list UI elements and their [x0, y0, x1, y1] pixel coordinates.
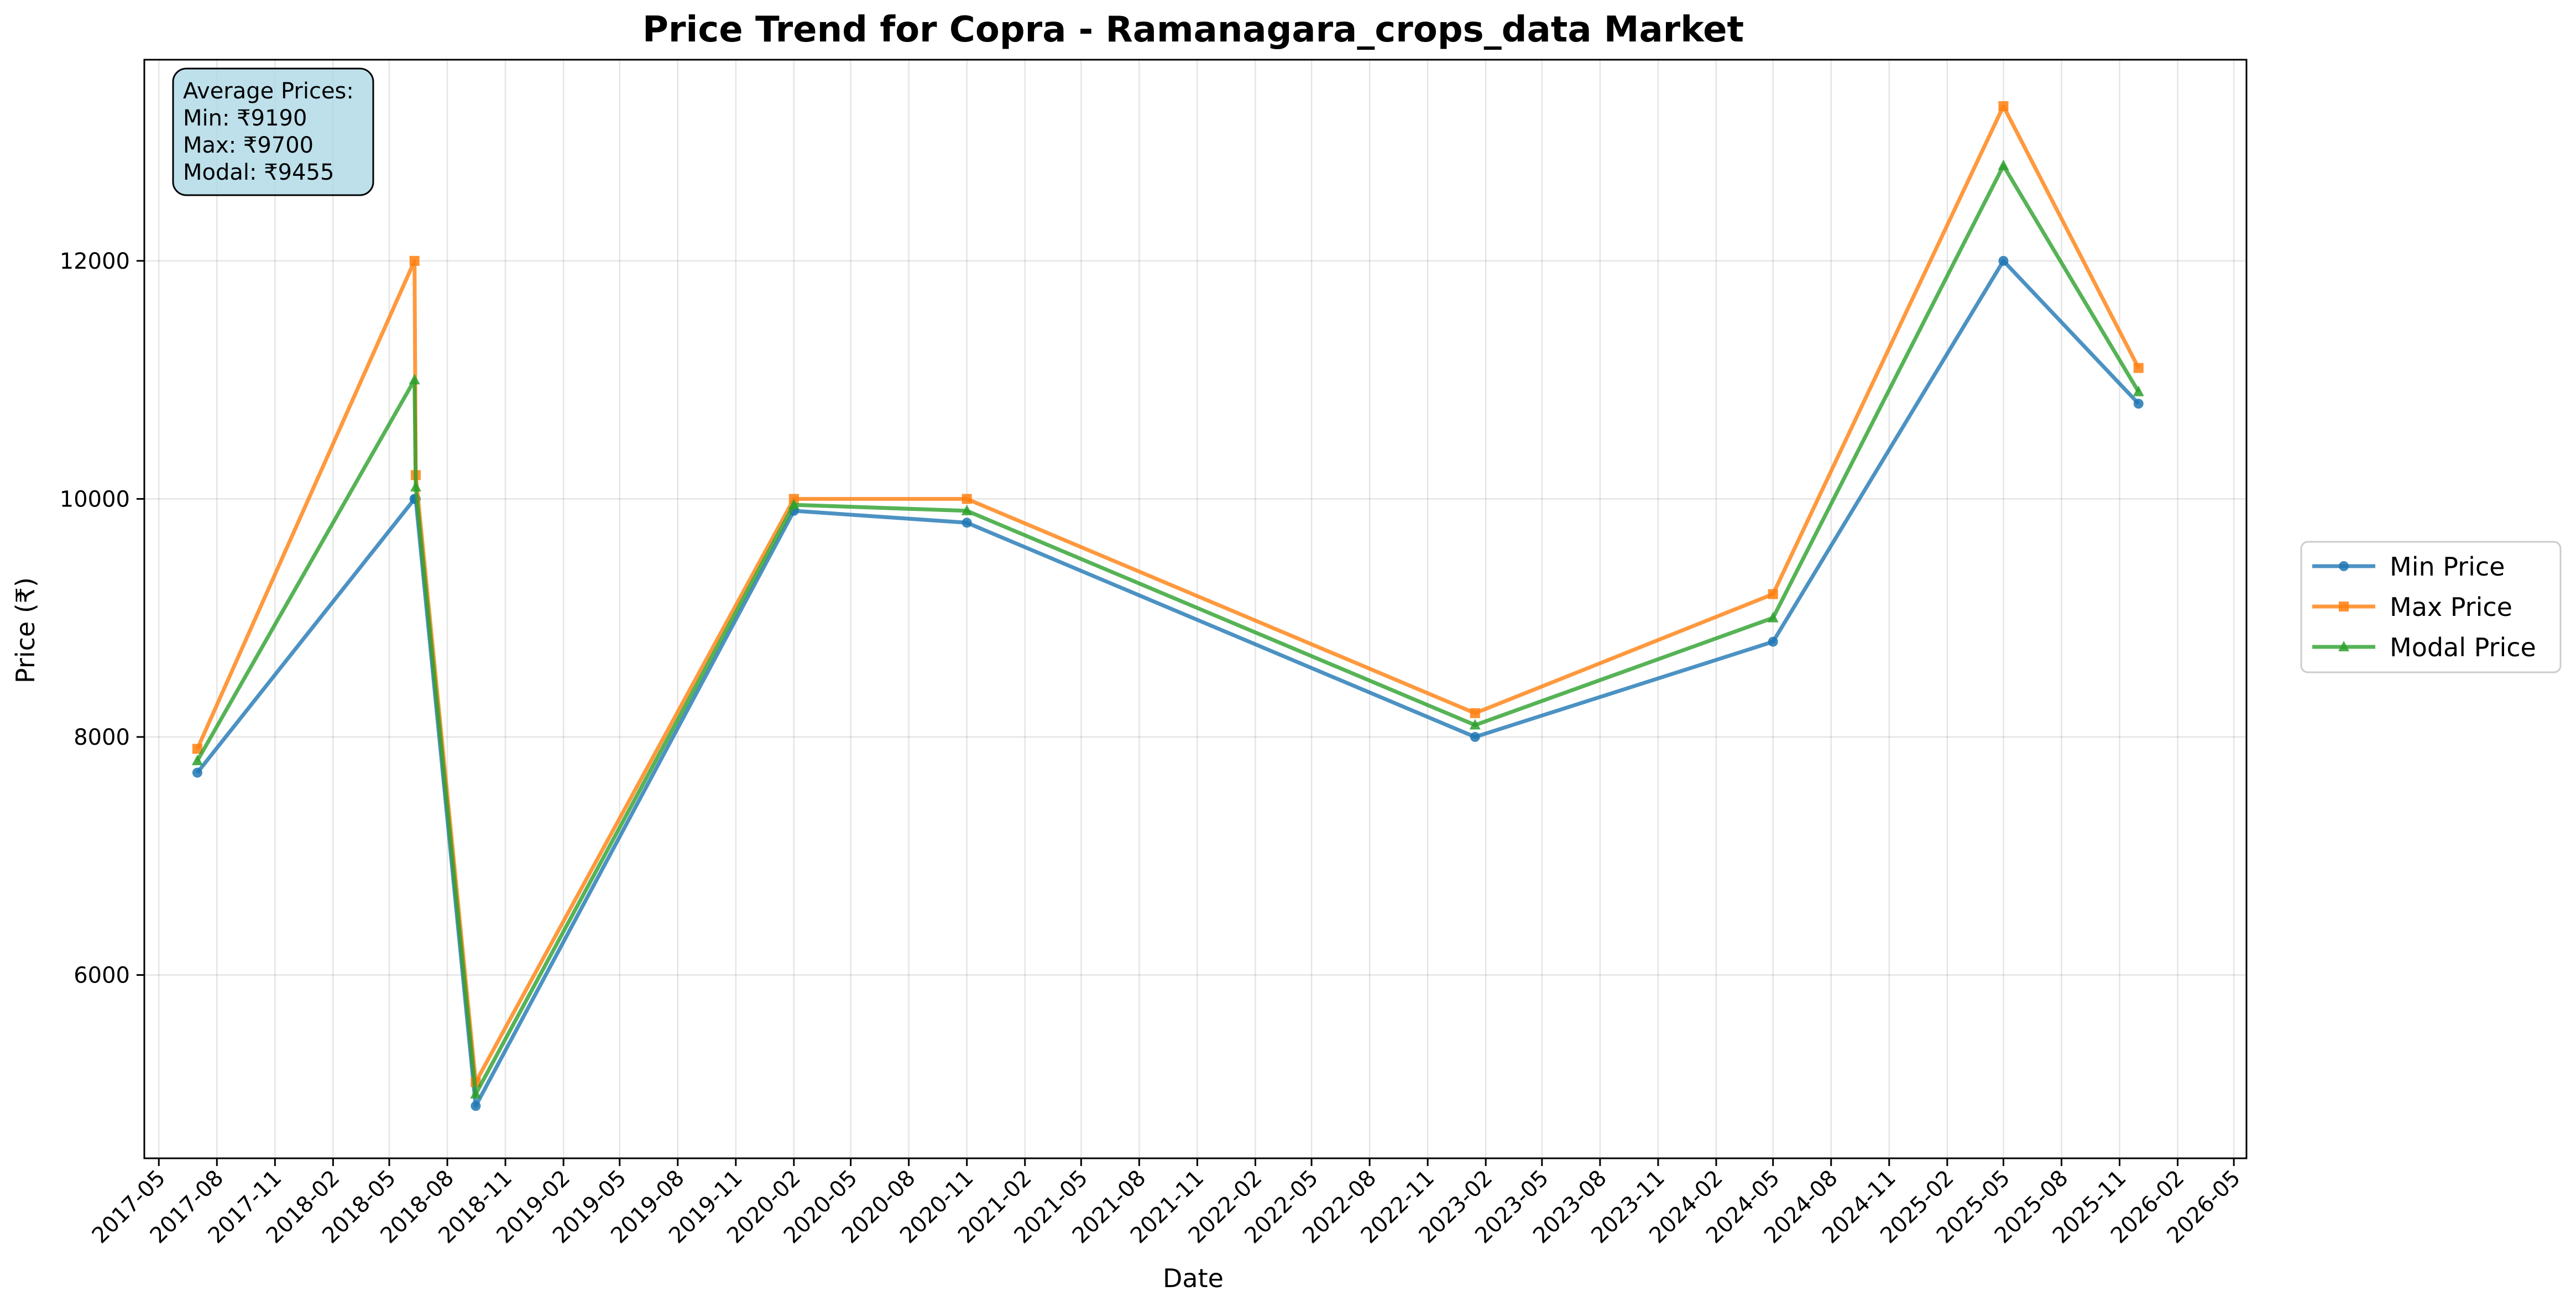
min-price-legend-label: Min Price — [2390, 552, 2505, 582]
min-price-point — [1768, 636, 1778, 647]
max-price-point — [192, 744, 202, 754]
x-axis-label: Date — [1163, 1263, 1224, 1293]
plot-area — [143, 59, 2248, 1159]
grid — [144, 60, 2246, 1158]
average-prices-box: Average Prices: Min: ₹9190 Max: ₹9700 Mo… — [172, 67, 374, 196]
average-min-price: Min: ₹9190 — [183, 106, 307, 131]
modal-price-point — [470, 1088, 482, 1099]
chart-title: Price Trend for Copra - Ramanagara_crops… — [642, 9, 1744, 50]
modal-price-point — [410, 480, 421, 492]
max-price-legend-label: Max Price — [2390, 592, 2512, 622]
max-price-point — [1768, 589, 1778, 599]
legend-frame — [2300, 541, 2562, 673]
max-price-point — [2133, 363, 2144, 373]
modal-price-series — [191, 159, 2144, 1099]
modal-price-point — [1767, 611, 1779, 623]
min-price-point — [2133, 399, 2144, 409]
max-price-point — [1470, 708, 1480, 718]
min-price-point — [962, 518, 972, 528]
max-price-line — [195, 104, 2140, 1084]
y-axis-label: Price (₹) — [11, 577, 40, 683]
y-tick-label: 8000 — [74, 725, 130, 750]
average-modal-price: Modal: ₹9455 — [183, 160, 334, 185]
modal-price-legend-marker — [2338, 641, 2349, 651]
modal-price-point — [191, 754, 203, 765]
max-price-legend-marker — [2339, 602, 2349, 611]
min-price-legend-marker — [2339, 561, 2349, 571]
min-price-point — [1998, 255, 2009, 266]
modal-price-line — [195, 164, 2140, 1096]
legend: Min Price Max Price Modal Price — [2300, 541, 2562, 673]
modal-price-point — [409, 374, 420, 385]
y-tick-label: 10000 — [60, 487, 130, 512]
modal-price-point — [1998, 159, 2009, 170]
average-max-price: Max: ₹9700 — [183, 133, 313, 158]
modal-price-point — [961, 504, 973, 515]
y-tick-label: 6000 — [74, 963, 130, 988]
y-tick-label: 12000 — [60, 249, 130, 274]
modal-price-point — [1469, 719, 1481, 730]
average-prices-heading: Average Prices: — [183, 79, 354, 104]
max-price-series — [192, 101, 2144, 1088]
max-price-point — [409, 255, 420, 266]
min-price-point — [471, 1101, 481, 1111]
max-price-point — [962, 494, 972, 504]
modal-price-point — [788, 499, 800, 510]
min-price-point — [1470, 731, 1480, 742]
min-price-point — [192, 767, 202, 778]
modal-price-point — [2133, 385, 2144, 396]
modal-price-legend-label: Modal Price — [2390, 633, 2536, 662]
series-layer — [191, 101, 2144, 1111]
max-price-point — [1998, 101, 2009, 111]
